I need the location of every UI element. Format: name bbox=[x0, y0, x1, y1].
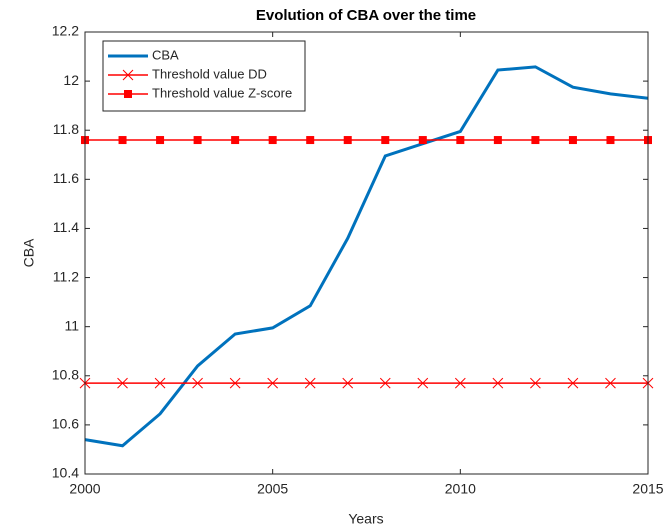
legend-marker bbox=[124, 90, 132, 98]
marker bbox=[304, 377, 316, 389]
marker bbox=[454, 377, 466, 389]
marker bbox=[156, 136, 165, 145]
marker bbox=[456, 136, 465, 145]
marker bbox=[154, 377, 166, 389]
line bbox=[84, 65, 649, 448]
x-tick-label: 2000 bbox=[69, 481, 100, 497]
marker bbox=[267, 377, 279, 389]
y-tick-label: 11.8 bbox=[53, 121, 79, 137]
marker bbox=[229, 377, 241, 389]
x-tick-label: 2015 bbox=[632, 481, 663, 497]
marker bbox=[268, 136, 277, 145]
marker bbox=[493, 136, 502, 145]
marker bbox=[306, 136, 315, 145]
marker bbox=[231, 136, 240, 145]
y-tick-label: 10.8 bbox=[52, 366, 79, 382]
axes-box bbox=[84, 31, 649, 475]
marker bbox=[492, 377, 504, 389]
marker bbox=[193, 136, 202, 145]
y-tick-label: 12.2 bbox=[52, 23, 79, 39]
legend-label: Threshold value Z-score bbox=[152, 85, 292, 100]
marker bbox=[417, 377, 429, 389]
x-axis-label: Years bbox=[348, 511, 383, 527]
y-tick-label: 11.2 bbox=[53, 268, 79, 284]
marker bbox=[568, 136, 577, 145]
y-tick-label: 12 bbox=[63, 72, 79, 88]
marker bbox=[343, 136, 352, 145]
y-tick-label: 10.4 bbox=[52, 465, 79, 481]
marker bbox=[342, 377, 354, 389]
marker bbox=[530, 377, 541, 389]
marker bbox=[531, 136, 540, 145]
legend-box bbox=[102, 40, 306, 112]
legend-label: Threshold value DD bbox=[152, 66, 267, 81]
marker bbox=[117, 377, 128, 389]
y-tick-label: 11 bbox=[64, 317, 79, 333]
legend-marker bbox=[122, 69, 134, 81]
y-tick-label: 10.6 bbox=[52, 416, 79, 432]
y-tick-label: 11.4 bbox=[53, 219, 79, 235]
marker bbox=[418, 136, 427, 145]
marker bbox=[379, 377, 391, 389]
legend-label: CBA bbox=[152, 47, 179, 62]
marker bbox=[381, 136, 390, 145]
y-axis-label: CBA bbox=[21, 238, 37, 267]
y-tick-label: 11.6 bbox=[53, 170, 79, 186]
marker bbox=[567, 377, 579, 389]
marker bbox=[606, 136, 615, 145]
x-tick-label: 2010 bbox=[445, 481, 476, 497]
x-tick-label: 2005 bbox=[257, 481, 288, 497]
marker bbox=[605, 377, 616, 389]
marker bbox=[192, 377, 203, 389]
chart-title: Evolution of CBA over the time bbox=[256, 7, 476, 24]
marker bbox=[118, 136, 127, 145]
